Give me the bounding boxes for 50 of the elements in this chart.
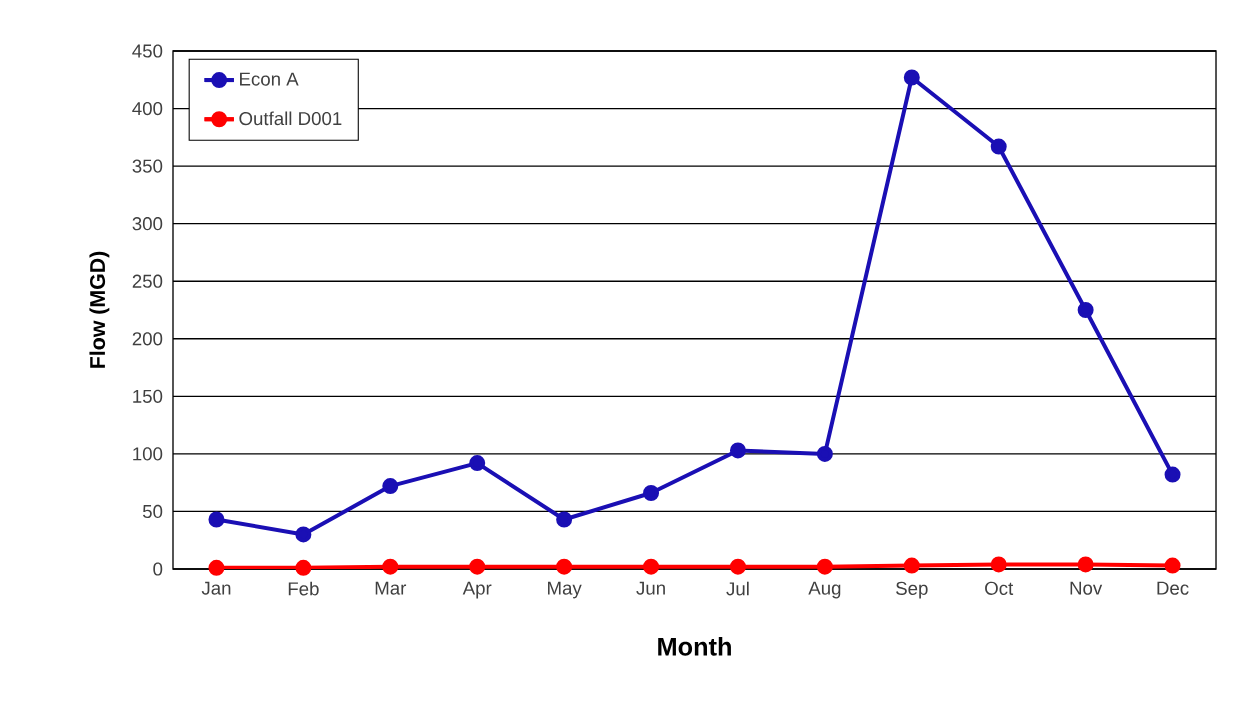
point <box>1077 556 1094 573</box>
point <box>903 557 920 574</box>
point <box>816 445 833 462</box>
legend-label: Econ A <box>240 72 299 86</box>
y-tick-label: 250 <box>132 274 163 288</box>
x-tick-label: Aug <box>808 581 841 599</box>
y-tick-label: 100 <box>133 447 163 461</box>
y-axis-title: Flow (MGD) <box>89 251 110 368</box>
x-tick-label: Dec <box>1157 581 1189 595</box>
x-tick-label: Apr <box>462 581 492 599</box>
point <box>469 455 486 472</box>
point <box>990 138 1007 155</box>
point <box>816 558 833 575</box>
x-tick-label: May <box>548 581 582 599</box>
x-tick-label: Feb <box>288 581 319 596</box>
point <box>1077 302 1094 318</box>
y-tick-label: 400 <box>132 101 163 116</box>
point <box>208 511 225 528</box>
x-tick-label: Jun <box>636 581 665 595</box>
point <box>729 558 746 575</box>
point <box>469 558 486 575</box>
y-tick-label: 350 <box>132 159 163 173</box>
point <box>1164 466 1181 483</box>
x-tick-label: Jul <box>726 581 749 596</box>
y-tick-label: 450 <box>132 44 163 58</box>
x-tick-label: Oct <box>985 581 1014 595</box>
y-tick-label: 50 <box>142 504 163 519</box>
point <box>295 559 312 576</box>
x-tick-label: Jan <box>201 581 231 595</box>
point <box>295 526 312 543</box>
y-tick-label: 150 <box>133 389 163 403</box>
point <box>208 559 225 576</box>
y-tick-label: 200 <box>132 332 163 346</box>
point <box>556 511 573 528</box>
x-tick-label: Sep <box>896 581 928 599</box>
x-axis-title: Month <box>658 637 731 656</box>
y-tick-label: 0 <box>153 562 163 576</box>
point <box>903 69 920 86</box>
point <box>1164 557 1181 574</box>
y-tick-label: 300 <box>132 217 163 231</box>
x-tick-label: Mar <box>375 581 407 595</box>
point <box>990 556 1007 573</box>
point <box>729 442 746 459</box>
legend-label: Outfall D001 <box>239 111 342 126</box>
point <box>382 558 399 575</box>
point <box>643 558 660 575</box>
x-tick-label: Nov <box>1070 581 1103 595</box>
point <box>643 485 660 502</box>
point <box>382 478 399 495</box>
point <box>556 558 573 575</box>
